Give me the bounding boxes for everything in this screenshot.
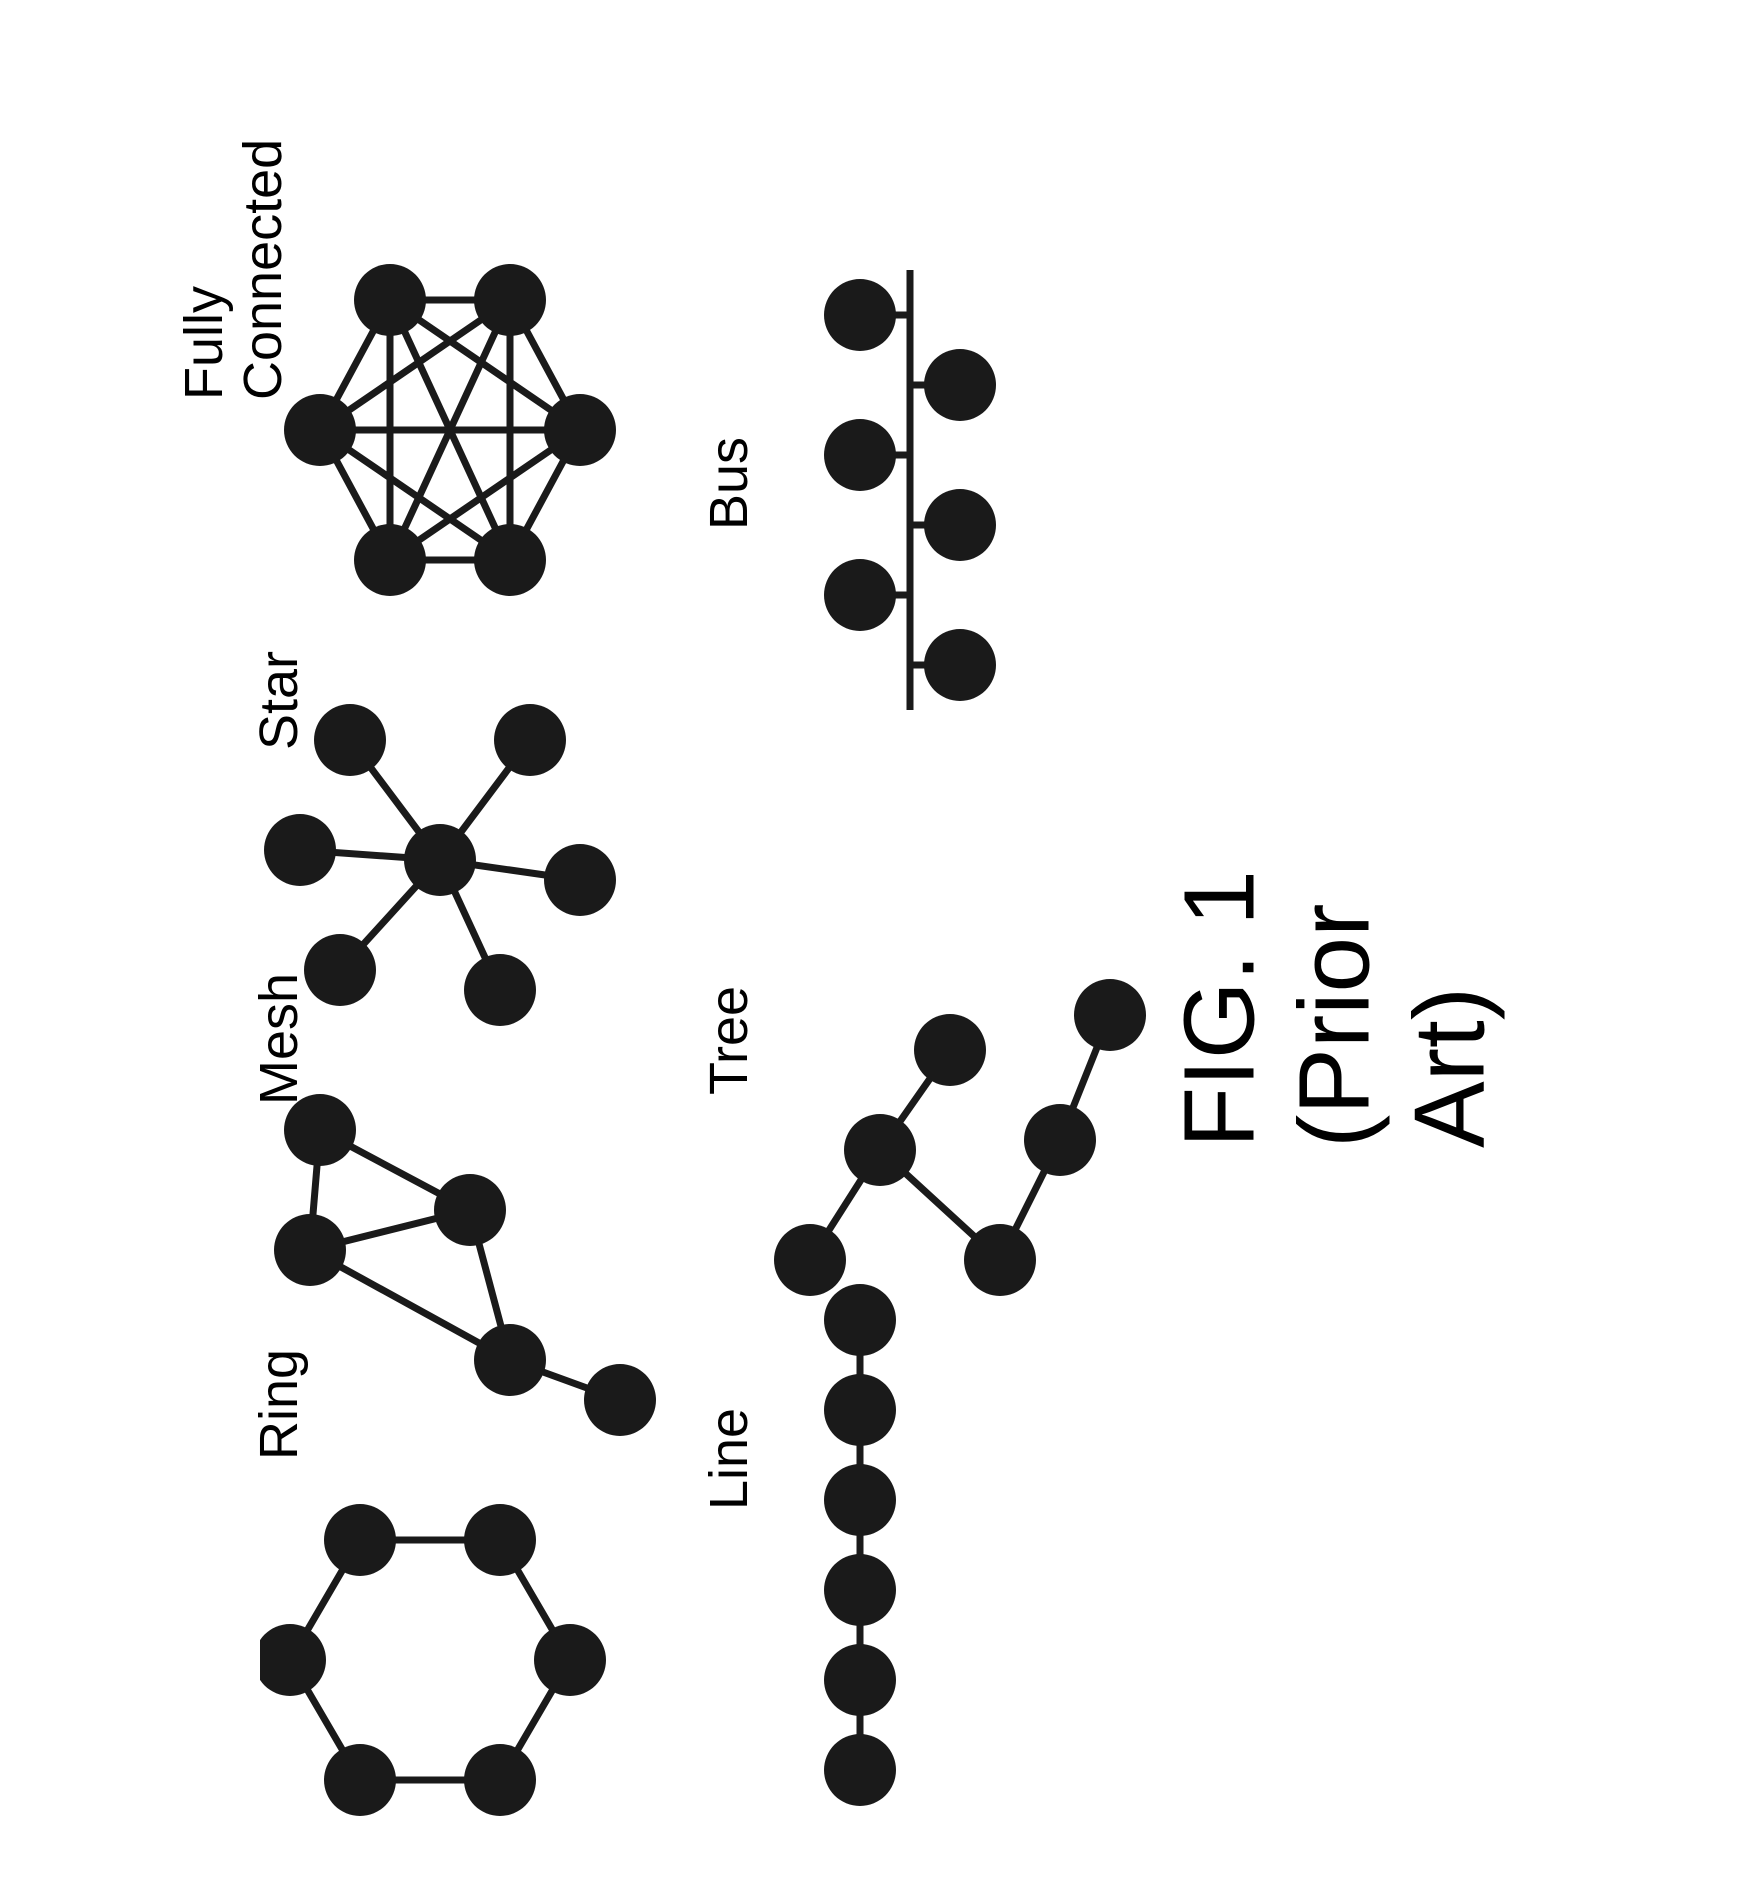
bus-label: Bus <box>700 437 759 530</box>
tree-label: Tree <box>700 986 759 1095</box>
tree-topology <box>750 920 1170 1340</box>
star-node <box>314 704 386 776</box>
line-node <box>824 1734 896 1806</box>
fully-connected-node <box>474 264 546 336</box>
tree-node <box>774 1224 846 1296</box>
line-node <box>824 1374 896 1446</box>
tree-node <box>914 1014 986 1086</box>
ring-topology <box>260 1480 620 1840</box>
tree-node <box>1074 979 1146 1051</box>
bus-node <box>924 629 996 701</box>
ring-node <box>324 1504 396 1576</box>
ring-node <box>464 1504 536 1576</box>
mesh-node <box>274 1214 346 1286</box>
star-label: Star <box>250 651 309 750</box>
ring-node <box>464 1744 536 1816</box>
ring-node <box>324 1744 396 1816</box>
star-node <box>494 704 566 776</box>
line-node <box>824 1644 896 1716</box>
fully-connected-node <box>284 394 356 466</box>
fully-connected-label: Fully Connected <box>175 139 294 400</box>
line-node <box>824 1554 896 1626</box>
line-node <box>824 1464 896 1536</box>
fully-connected-topology <box>260 250 640 630</box>
line-label: Line <box>700 1408 759 1510</box>
bus-topology <box>750 260 1070 740</box>
bus-node <box>824 279 896 351</box>
fully-connected-node <box>354 524 426 596</box>
tree-node <box>844 1114 916 1186</box>
bus-node <box>924 349 996 421</box>
star-node <box>544 844 616 916</box>
star-node <box>464 954 536 1026</box>
bus-node <box>824 559 896 631</box>
star-node <box>304 934 376 1006</box>
mesh-node <box>434 1174 506 1246</box>
mesh-node <box>584 1364 656 1436</box>
mesh-node <box>474 1324 546 1396</box>
figure-caption: FIG. 1 (Prior Art) <box>1163 742 1508 1148</box>
fully-connected-node <box>544 394 616 466</box>
star-node <box>264 814 336 886</box>
ring-node <box>260 1624 326 1696</box>
fully-connected-node <box>474 524 546 596</box>
line-topology <box>770 1280 950 1840</box>
fully-connected-node <box>354 264 426 336</box>
bus-node <box>924 489 996 561</box>
figure-canvas: RingMeshStarFully ConnectedLineTreeBusFI… <box>0 0 1741 1889</box>
star-node <box>404 824 476 896</box>
tree-node <box>1024 1104 1096 1176</box>
ring-node <box>534 1624 606 1696</box>
bus-node <box>824 419 896 491</box>
tree-node <box>964 1224 1036 1296</box>
